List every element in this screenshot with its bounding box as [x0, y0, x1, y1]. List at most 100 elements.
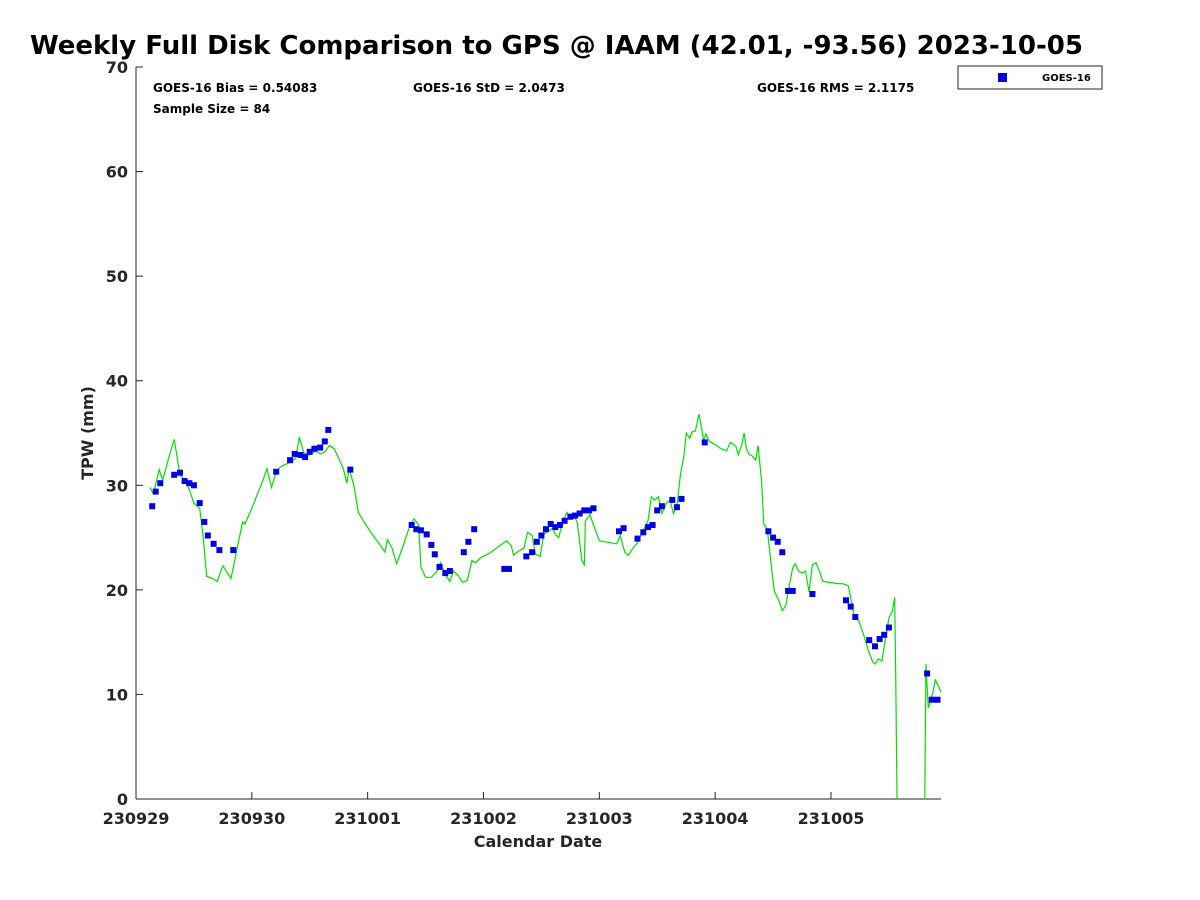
goes16-point	[216, 547, 223, 554]
legend: GOES-16	[957, 65, 1103, 90]
goes16-point	[876, 636, 883, 642]
goes16-point	[543, 526, 549, 533]
goes16-point	[634, 535, 641, 542]
stat-sample-size: Sample Size = 84	[153, 102, 270, 116]
goes16-point	[789, 587, 796, 594]
chart-title: Weekly Full Disk Comparison to GPS @ IAA…	[30, 31, 1083, 61]
y-tick-label: 60	[106, 163, 128, 182]
goes16-point	[779, 549, 786, 556]
legend-box	[957, 65, 1103, 90]
goes16-point	[538, 532, 545, 539]
goes16-point	[442, 570, 449, 577]
goes16-point	[149, 503, 156, 510]
goes16-point-series	[149, 426, 941, 703]
goes16-point	[523, 553, 530, 560]
goes16-point	[576, 510, 583, 517]
goes16-point	[556, 522, 563, 528]
goes16-point	[649, 522, 656, 528]
goes16-point	[177, 469, 183, 476]
goes16-point	[673, 504, 680, 511]
y-axis-label: TPW (mm)	[78, 386, 97, 480]
goes16-point	[428, 541, 435, 548]
goes16-point	[186, 480, 193, 487]
goes16-point	[297, 452, 304, 458]
goes16-point	[501, 565, 508, 572]
goes16-point	[436, 563, 443, 570]
goes16-point	[201, 518, 208, 525]
goes16-point	[210, 540, 217, 547]
goes16-point	[847, 603, 854, 610]
y-tick-label: 30	[106, 476, 128, 495]
goes16-point	[413, 526, 420, 533]
goes16-point	[204, 532, 211, 539]
x-tick-label: 230929	[103, 809, 170, 828]
goes16-point	[152, 488, 159, 495]
goes16-point	[306, 448, 313, 455]
goes16-point	[230, 547, 237, 554]
goes16-point	[561, 517, 568, 524]
x-tick-label: 231003	[566, 809, 633, 828]
x-tick-label: 231001	[334, 809, 401, 828]
y-tick-label: 10	[106, 685, 128, 704]
goes16-point	[567, 513, 574, 520]
goes16-point	[417, 527, 424, 534]
goes16-point	[852, 614, 859, 620]
y-tick-label: 0	[117, 790, 128, 809]
goes16-point	[529, 549, 536, 556]
goes16-point	[190, 482, 197, 489]
goes16-point	[506, 565, 512, 572]
goes16-point	[934, 696, 941, 703]
goes16-point	[311, 445, 318, 452]
goes16-point	[678, 495, 685, 502]
goes16-point	[774, 538, 781, 545]
gps-line-series	[149, 414, 942, 800]
goes16-point	[273, 468, 280, 475]
goes16-point	[770, 534, 777, 541]
gps-line-segment	[149, 414, 898, 800]
goes16-point	[431, 551, 438, 558]
goes16-point	[347, 466, 354, 473]
x-tick-label: 230930	[218, 809, 285, 828]
goes16-point	[547, 521, 554, 527]
goes16-point	[325, 426, 332, 433]
goes16-point	[581, 507, 588, 514]
goes16-point	[843, 597, 849, 604]
gps-line-segment	[924, 664, 942, 800]
goes16-point	[885, 624, 892, 631]
stat-rms: GOES-16 RMS = 2.1175	[757, 81, 914, 95]
goes16-point	[423, 531, 430, 538]
stat-std: GOES-16 StD = 2.0473	[413, 81, 565, 95]
goes16-point	[446, 568, 453, 574]
goes16-point	[321, 438, 328, 445]
goes16-point	[408, 522, 415, 528]
goes16-point	[317, 444, 324, 451]
goes16-point	[471, 526, 478, 533]
goes16-point	[669, 496, 676, 503]
x-axis-ticks: 230929 230930 231001 231002 231003 231004 2310…	[103, 792, 864, 828]
legend-marker-goes16	[998, 73, 1007, 82]
y-axis-ticks: 0 10 20 30 40 50 60 70	[106, 58, 143, 809]
goes16-point	[302, 454, 309, 461]
goes16-point	[654, 507, 661, 514]
goes16-point	[171, 471, 178, 478]
goes16-point	[620, 525, 627, 532]
goes16-point	[640, 529, 647, 536]
goes16-point	[291, 450, 298, 457]
x-tick-label: 231002	[450, 809, 517, 828]
plot-frame	[136, 67, 941, 799]
goes16-point	[809, 591, 816, 597]
goes16-point	[590, 505, 597, 512]
y-tick-label: 20	[106, 581, 128, 600]
y-tick-label: 40	[106, 372, 128, 391]
goes16-point	[881, 631, 888, 638]
goes16-point	[287, 457, 294, 464]
goes16-point	[460, 549, 467, 556]
goes16-point	[181, 478, 188, 485]
goes16-point	[572, 512, 578, 519]
goes16-point	[465, 538, 472, 545]
goes16-point	[924, 670, 931, 677]
goes16-point	[157, 480, 164, 487]
legend-label-goes16: GOES-16	[1042, 73, 1091, 84]
goes16-point	[645, 524, 651, 531]
